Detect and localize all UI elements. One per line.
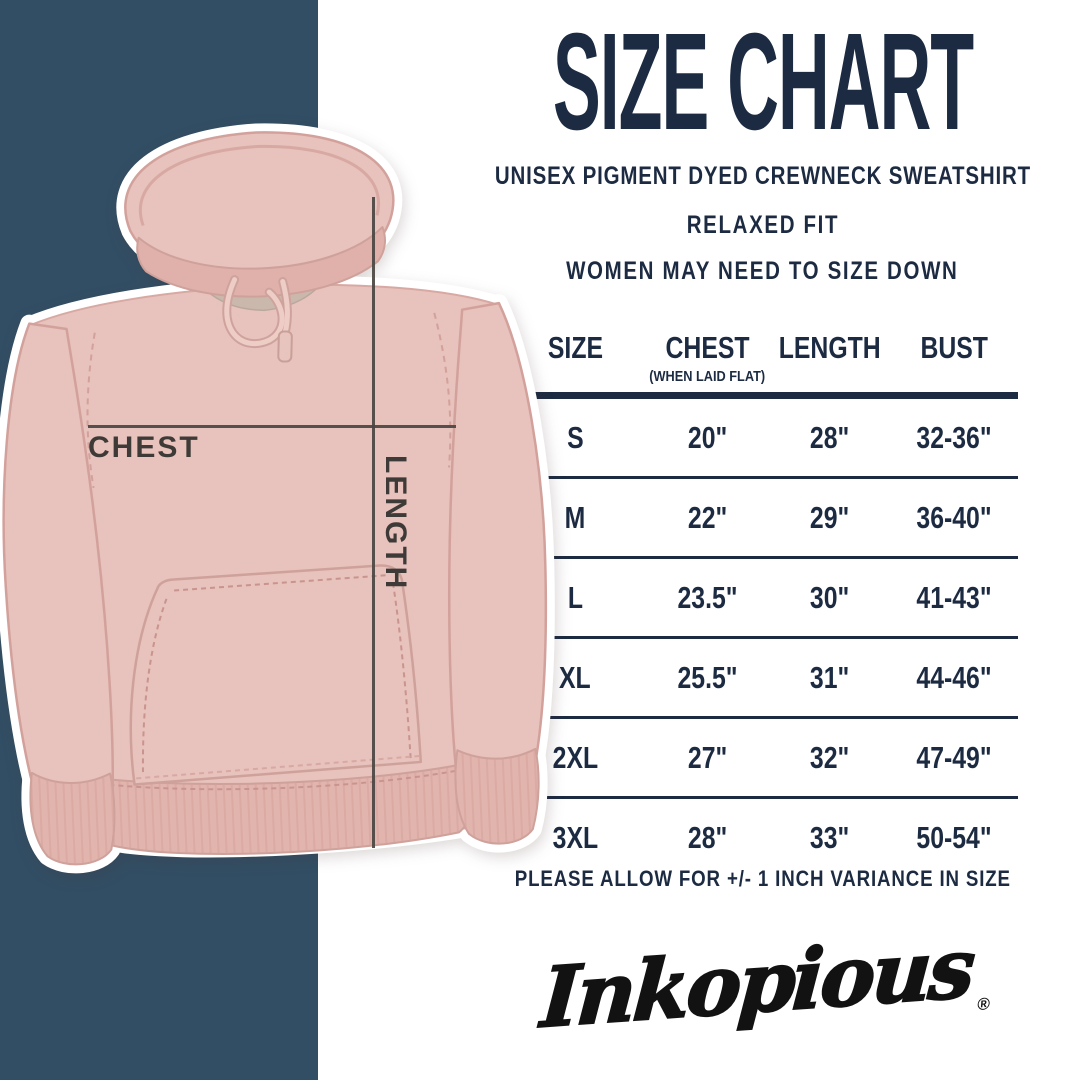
cell-chest: 20" bbox=[687, 419, 728, 455]
table-row-3xl: 3XL 28" 33" 50-54" bbox=[505, 799, 1018, 876]
cell-length: 29" bbox=[810, 499, 850, 535]
cell-length: 31" bbox=[810, 659, 850, 695]
column-header-bust: BUST bbox=[920, 330, 988, 365]
cell-chest: 23.5" bbox=[677, 579, 738, 615]
table-row-m: M 22" 29" 36-40" bbox=[505, 479, 1018, 559]
cell-chest: 28" bbox=[687, 819, 728, 855]
brand-row: Inkopious® bbox=[505, 919, 1020, 1048]
cell-length: 32" bbox=[810, 739, 850, 775]
right-content-column: SIZE CHART UNISEX PIGMENT DYED CREWNECK … bbox=[494, 0, 1031, 1080]
cell-bust: 50-54" bbox=[916, 819, 992, 855]
cell-size: M bbox=[564, 499, 586, 535]
variance-note: PLEASE ALLOW FOR +/- 1 INCH VARIANCE IN … bbox=[514, 866, 1011, 891]
size-table-header: SIZE CHEST (WHEN LAID FLAT) LENGTH BUST bbox=[505, 318, 1018, 399]
cell-size: 2XL bbox=[552, 739, 598, 775]
hoodie-illustration bbox=[0, 123, 555, 874]
page-title: SIZE CHART bbox=[505, 5, 1020, 159]
table-row-s: S 20" 28" 32-36" bbox=[505, 399, 1018, 479]
cell-length: 33" bbox=[810, 819, 850, 855]
column-header-length: LENGTH bbox=[779, 330, 881, 365]
cell-chest: 27" bbox=[687, 739, 728, 775]
cell-bust: 32-36" bbox=[916, 419, 992, 455]
cell-chest: 22" bbox=[687, 499, 728, 535]
cell-bust: 36-40" bbox=[916, 499, 992, 535]
registered-mark: ® bbox=[976, 994, 991, 1015]
cell-bust: 44-46" bbox=[916, 659, 992, 695]
cell-bust: 41-43" bbox=[916, 579, 992, 615]
table-row-l: L 23.5" 30" 41-43" bbox=[505, 559, 1018, 639]
column-header-size: SIZE bbox=[547, 330, 603, 365]
hoodie-aglet bbox=[277, 330, 293, 363]
cell-size: S bbox=[566, 419, 584, 455]
cell-chest: 25.5" bbox=[677, 659, 738, 695]
length-measure-line bbox=[372, 197, 375, 848]
cell-bust: 47-49" bbox=[916, 739, 992, 775]
subtitle-fit: RELAXED FIT bbox=[686, 211, 839, 239]
page-title-text: SIZE CHART bbox=[552, 4, 973, 159]
hoodie-pocket bbox=[129, 564, 423, 786]
cell-length: 28" bbox=[810, 419, 850, 455]
brand-logo: Inkopious® bbox=[537, 919, 991, 1048]
column-header-chest: CHEST (WHEN LAID FLAT) bbox=[649, 330, 766, 385]
hoodie-hood-rim bbox=[136, 226, 387, 298]
size-table: SIZE CHEST (WHEN LAID FLAT) LENGTH BUST … bbox=[505, 318, 1018, 876]
cell-length: 30" bbox=[810, 579, 850, 615]
chest-label: CHEST bbox=[88, 431, 200, 464]
table-row-2xl: 2XL 27" 32" 47-49" bbox=[505, 719, 1018, 799]
cell-size: L bbox=[567, 579, 583, 615]
cell-size: 3XL bbox=[552, 819, 598, 855]
chest-measure-line bbox=[88, 425, 456, 428]
subtitle-size-down: WOMEN MAY NEED TO SIZE DOWN bbox=[566, 257, 959, 285]
cell-size: XL bbox=[559, 659, 591, 695]
table-row-xl: XL 25.5" 31" 44-46" bbox=[505, 639, 1018, 719]
subtitle-product: UNISEX PIGMENT DYED CREWNECK SWEATSHIRT bbox=[494, 162, 1031, 190]
length-label: LENGTH bbox=[379, 455, 412, 591]
